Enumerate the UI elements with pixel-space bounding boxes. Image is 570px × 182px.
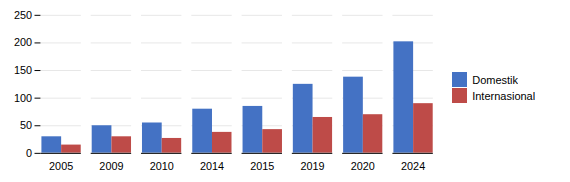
svg-text:150: 150 [14, 64, 32, 76]
svg-text:2009: 2009 [99, 160, 123, 172]
svg-text:50: 50 [20, 119, 32, 131]
svg-text:250: 250 [14, 9, 32, 21]
svg-text:2020: 2020 [351, 160, 375, 172]
svg-text:0: 0 [26, 147, 32, 159]
svg-text:2015: 2015 [250, 160, 274, 172]
svg-text:2005: 2005 [49, 160, 73, 172]
html-text:Internasional: Internasional [472, 89, 536, 102]
svg-text:2024: 2024 [401, 160, 425, 172]
svg-text:200: 200 [14, 37, 32, 49]
svg-text:100: 100 [14, 92, 32, 104]
svg-text:2019: 2019 [301, 160, 325, 172]
svg-text:2014: 2014 [200, 160, 224, 172]
html-text:Domestik: Domestik [472, 73, 518, 86]
svg-text:2010: 2010 [150, 160, 174, 172]
